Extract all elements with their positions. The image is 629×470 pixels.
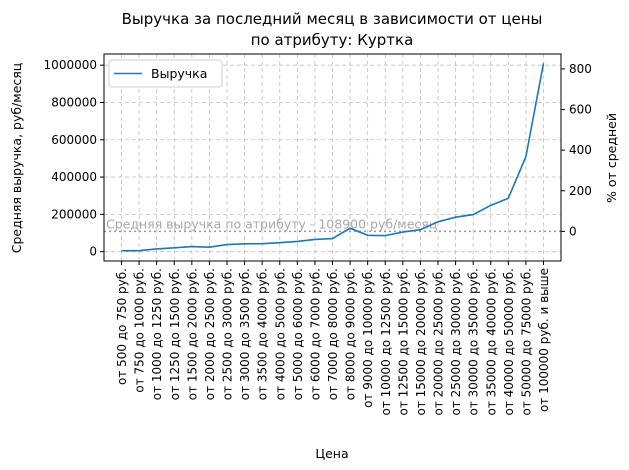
x-tick-label: от 6000 до 7000 руб. <box>308 268 322 400</box>
y-tick-label: 800000 <box>51 95 97 109</box>
x-tick-label: от 1000 до 1250 руб. <box>150 268 164 400</box>
x-axis-label: Цена <box>315 446 348 461</box>
chart-title-line-1: Выручка за последний месяц в зависимости… <box>122 10 543 28</box>
x-axis: от 500 до 750 руб. от 750 до 1000 руб. от … <box>115 261 551 416</box>
y-tick-label: 1000000 <box>44 58 97 72</box>
y-right-tick-label: 400 <box>569 143 592 157</box>
x-tick-label: от 1250 до 1500 руб. <box>168 268 182 400</box>
x-tick-label: от 40000 до 50000 руб. <box>502 268 516 416</box>
x-tick-label: от 750 до 1000 руб. <box>133 268 147 393</box>
y-right-tick-label: 0 <box>569 224 577 238</box>
x-tick-label: от 20000 до 25000 руб. <box>432 268 446 416</box>
x-tick-label: от 30000 до 35000 руб. <box>467 268 481 416</box>
x-tick-label: от 25000 до 30000 руб. <box>449 268 463 416</box>
y-right-tick-label: 800 <box>569 62 592 76</box>
y-axis-label: Средняя выручка, руб/месяц <box>9 63 24 254</box>
x-tick-label: от 5000 до 6000 руб. <box>291 268 305 400</box>
y-tick-label: 400000 <box>51 170 97 184</box>
average-reference: Средняя выручка по атрибуту - 108900 руб… <box>104 216 561 233</box>
x-tick-label: от 8000 до 9000 руб. <box>344 268 358 400</box>
x-tick-label: от 500 до 750 руб. <box>115 268 129 385</box>
y-axis-right-label: % от средней <box>604 113 619 203</box>
x-tick-label: от 2000 до 2500 руб. <box>203 268 217 400</box>
x-tick-label: от 4000 до 5000 руб. <box>273 268 287 400</box>
x-tick-label: от 7000 до 8000 руб. <box>326 268 340 400</box>
y-right-tick-label: 200 <box>569 184 592 198</box>
x-tick-label: от 3500 до 4000 руб. <box>256 268 270 400</box>
y-axis-left: 0 200000 400000 600000 800000 1000000 <box>44 58 104 259</box>
x-tick-label: от 100000 руб. и выше <box>537 268 551 412</box>
legend: Выручка <box>108 59 223 88</box>
x-tick-label: от 15000 до 20000 руб. <box>414 268 428 416</box>
y-tick-label: 0 <box>89 245 97 259</box>
x-tick-label: от 9000 до 10000 руб. <box>361 268 375 408</box>
y-right-tick-label: 600 <box>569 103 592 117</box>
grid <box>104 54 561 261</box>
x-tick-label: от 2500 до 3000 руб. <box>221 268 235 400</box>
legend-box <box>108 59 223 88</box>
chart-title-line-2: по атрибуту: Куртка <box>251 31 414 49</box>
x-tick-label: от 3000 до 3500 руб. <box>238 268 252 400</box>
average-label: Средняя выручка по атрибуту - 108900 руб… <box>106 216 437 231</box>
x-tick-label: от 10000 до 12500 руб. <box>379 268 393 416</box>
y-tick-label: 600000 <box>51 133 97 147</box>
x-tick-label: от 50000 до 75000 руб. <box>519 268 533 416</box>
y-tick-label: 200000 <box>51 207 97 221</box>
x-tick-label: от 12500 до 15000 руб. <box>396 268 410 416</box>
legend-label: Выручка <box>151 66 207 81</box>
y-axis-right: 0 200 400 600 800 <box>561 62 592 238</box>
series-layer <box>121 63 545 252</box>
x-tick-label: от 1500 до 2000 руб. <box>185 268 199 400</box>
x-tick-label: от 35000 до 40000 руб. <box>484 268 498 416</box>
